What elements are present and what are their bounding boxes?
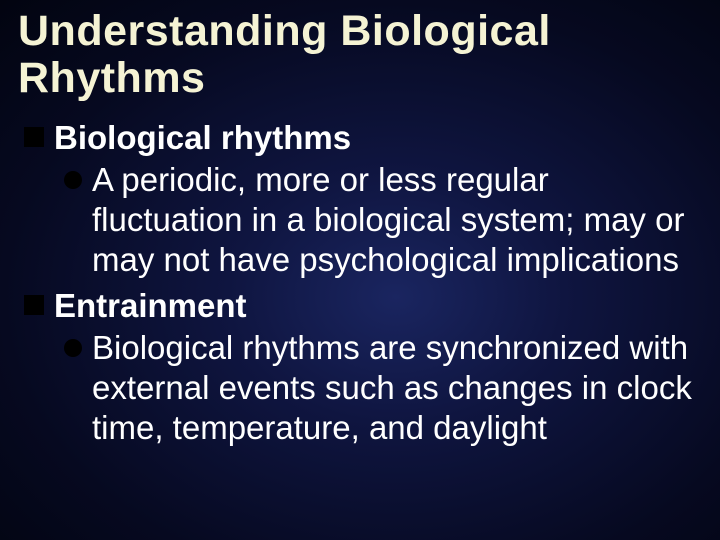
bullet-item-0: Biological rhythms: [24, 117, 702, 158]
circle-bullet-icon: [64, 171, 82, 189]
slide-title: Understanding Biological Rhythms: [18, 8, 702, 103]
sub-item-1: Biological rhythms are synchronized with…: [64, 328, 702, 449]
sub-text-1: Biological rhythms are synchronized with…: [92, 328, 692, 449]
square-bullet-icon: [24, 127, 44, 147]
circle-bullet-icon: [64, 339, 82, 357]
sub-item-0: A periodic, more or less regular fluctua…: [64, 160, 702, 281]
bullet-label-1: Entrainment: [54, 285, 247, 326]
square-bullet-icon: [24, 295, 44, 315]
bullet-label-0: Biological rhythms: [54, 117, 351, 158]
sub-text-0: A periodic, more or less regular fluctua…: [92, 160, 692, 281]
bullet-item-1: Entrainment: [24, 285, 702, 326]
